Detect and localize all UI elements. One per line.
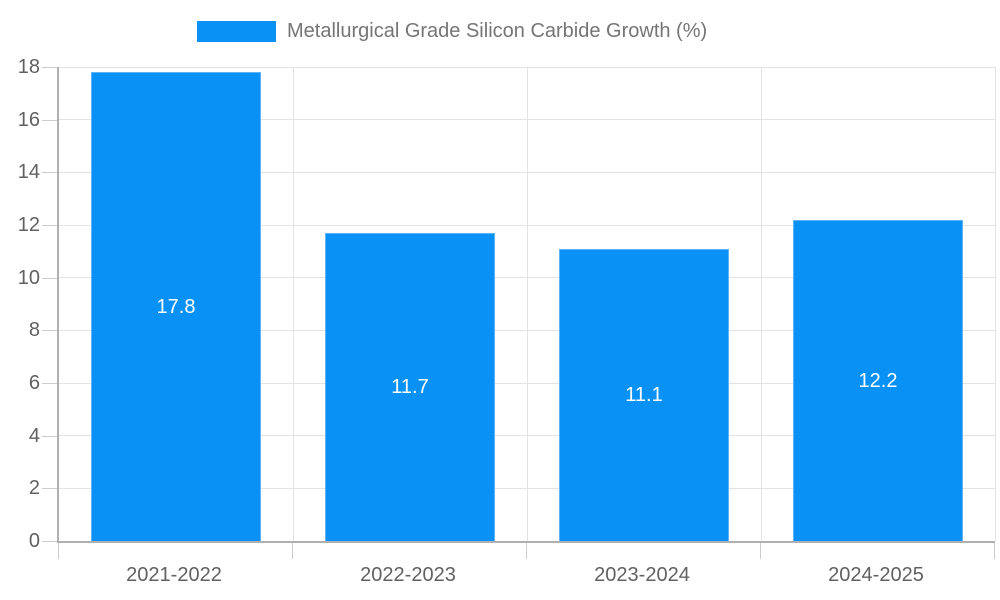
y-axis-tick xyxy=(42,330,57,332)
x-axis-tick-label: 2021-2022 xyxy=(126,564,222,586)
y-axis-tick xyxy=(42,383,57,384)
y-axis-tick-label: 8 xyxy=(28,319,40,342)
y-axis-tick xyxy=(42,67,57,68)
y-axis-tick xyxy=(42,172,57,174)
y-axis-tick-label: 16 xyxy=(17,108,40,131)
legend-label: Metallurgical Grade Silicon Carbide Grow… xyxy=(287,20,708,42)
gridline-vertical xyxy=(292,67,294,541)
legend-swatch-icon xyxy=(197,21,276,42)
bar-value-label: 11.7 xyxy=(391,376,429,399)
y-axis-tick-label: 12 xyxy=(17,214,40,236)
y-axis-tick-label: 10 xyxy=(17,266,40,289)
y-axis-tick xyxy=(42,119,57,121)
bar: 11.1 xyxy=(558,248,730,541)
gridline-vertical xyxy=(526,67,528,541)
y-axis-tick-label: 2 xyxy=(28,477,40,500)
legend[interactable]: Metallurgical Grade Silicon Carbide Grow… xyxy=(197,20,707,43)
y-axis-tick-label: 6 xyxy=(28,372,40,394)
x-axis-tick xyxy=(292,543,293,559)
y-axis-tick xyxy=(42,435,57,437)
y-axis-tick xyxy=(42,488,57,490)
x-axis-tick-label: 2022-2023 xyxy=(360,564,456,586)
x-axis-tick xyxy=(58,543,59,559)
y-axis-tick-label: 18 xyxy=(17,56,40,78)
y-axis-tick xyxy=(42,541,57,542)
gridline-vertical xyxy=(760,67,762,541)
y-axis-tick xyxy=(42,277,57,279)
x-axis-tick-label: 2023-2024 xyxy=(594,564,690,586)
gridline-vertical xyxy=(994,67,996,541)
bar: 11.7 xyxy=(324,232,496,541)
y-axis-tick xyxy=(42,225,57,226)
bar: 17.8 xyxy=(90,72,262,541)
bar-value-label: 12.2 xyxy=(858,369,898,392)
plot-area: 17.8 11.7 11.1 12.2 xyxy=(57,67,996,543)
x-axis-tick xyxy=(994,543,995,559)
bar-value-label: 17.8 xyxy=(156,296,196,319)
y-axis-tick-label: 4 xyxy=(28,424,40,447)
x-axis-tick xyxy=(760,543,761,559)
bar: 12.2 xyxy=(792,219,964,541)
x-axis-tick xyxy=(526,543,527,559)
y-axis-tick-label: 0 xyxy=(28,530,40,552)
bar-value-label: 11.1 xyxy=(625,384,663,407)
y-axis-tick-label: 14 xyxy=(17,161,40,184)
x-axis-tick-label: 2024-2025 xyxy=(828,564,924,586)
